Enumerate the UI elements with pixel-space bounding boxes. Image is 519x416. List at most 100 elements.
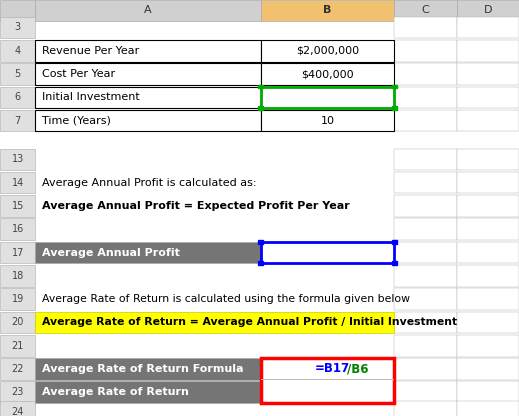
Bar (261, 87, 394, 108)
Bar (0, 265, 35, 287)
Bar (394, 40, 457, 62)
Bar (457, 335, 519, 357)
Bar (394, 265, 457, 287)
Bar (394, 242, 457, 263)
Bar (0, 149, 35, 170)
Text: 16: 16 (11, 224, 24, 234)
Bar (394, 358, 457, 380)
Text: $1,600,000: $1,600,000 (290, 246, 365, 259)
Text: 35.56%: 35.56% (303, 386, 352, 399)
Text: Average Rate of Return = Average Annual Profit / Initial Investment: Average Rate of Return = Average Annual … (42, 317, 457, 327)
Bar (35, 110, 261, 131)
Bar (261, 0, 394, 21)
Bar (0, 381, 35, 403)
Bar (0, 17, 35, 38)
Bar (457, 242, 519, 263)
Bar (0, 110, 35, 131)
Bar (457, 149, 519, 170)
Bar (0, 40, 35, 62)
Text: 10: 10 (321, 116, 334, 126)
Bar (0, 63, 35, 85)
Text: 6: 6 (15, 92, 21, 102)
Bar (0, 312, 35, 333)
Bar (394, 172, 457, 193)
Text: A: A (144, 5, 152, 15)
Text: Time (Years): Time (Years) (42, 116, 111, 126)
Text: Cost Per Year: Cost Per Year (42, 69, 115, 79)
Text: 14: 14 (11, 178, 24, 188)
Text: 7: 7 (15, 116, 21, 126)
Bar (394, 401, 457, 416)
Bar (457, 401, 519, 416)
Text: 23: 23 (11, 387, 24, 397)
Bar (394, 110, 457, 131)
Bar (394, 381, 457, 403)
Bar (394, 288, 457, 310)
Bar (35, 40, 261, 62)
Bar (394, 0, 457, 21)
Text: 3: 3 (15, 22, 21, 32)
Text: D: D (484, 5, 492, 15)
Bar (35, 242, 261, 263)
Text: 15: 15 (11, 201, 24, 211)
Bar (258, 240, 263, 244)
Bar (394, 218, 457, 240)
Bar (261, 379, 394, 380)
Text: 20: 20 (11, 317, 24, 327)
Text: $2,000,000: $2,000,000 (296, 46, 359, 56)
Bar (457, 0, 519, 21)
Bar (457, 63, 519, 85)
Bar (258, 84, 263, 88)
Bar (261, 110, 394, 131)
Bar (35, 87, 261, 108)
Text: 18: 18 (11, 271, 24, 281)
Text: 22: 22 (11, 364, 24, 374)
Bar (35, 63, 261, 85)
Text: Average Annual Profit is calculated as:: Average Annual Profit is calculated as: (42, 178, 256, 188)
Bar (457, 195, 519, 217)
Bar (0, 0, 35, 21)
Bar (261, 87, 394, 108)
Text: Average Rate of Return: Average Rate of Return (42, 387, 188, 397)
Bar (457, 265, 519, 287)
Bar (35, 312, 394, 333)
Bar (261, 63, 394, 85)
Bar (0, 288, 35, 310)
Text: C: C (422, 5, 429, 15)
Bar (392, 106, 397, 110)
Bar (394, 87, 457, 108)
Text: =B17: =B17 (315, 362, 350, 376)
Bar (457, 312, 519, 333)
Bar (258, 262, 263, 265)
Bar (0, 87, 35, 108)
Text: $400,000: $400,000 (301, 69, 354, 79)
Text: /B6: /B6 (347, 362, 368, 376)
Bar (457, 358, 519, 380)
Bar (35, 0, 261, 21)
Text: 19: 19 (11, 294, 24, 304)
Text: 17: 17 (11, 248, 24, 258)
Bar (457, 40, 519, 62)
Bar (0, 335, 35, 357)
Bar (0, 242, 35, 263)
Bar (394, 149, 457, 170)
Bar (0, 172, 35, 193)
Bar (35, 358, 261, 380)
Bar (261, 40, 394, 62)
Bar (258, 106, 263, 110)
Bar (457, 381, 519, 403)
Text: 13: 13 (11, 154, 24, 164)
Text: Average Rate of Return Formula: Average Rate of Return Formula (42, 364, 243, 374)
Bar (0, 401, 35, 416)
Text: Revenue Per Year: Revenue Per Year (42, 46, 139, 56)
Bar (394, 312, 457, 333)
Bar (394, 195, 457, 217)
Bar (0, 195, 35, 217)
Text: Average Annual Profit: Average Annual Profit (42, 248, 180, 258)
Bar (392, 240, 397, 244)
Text: B: B (323, 5, 332, 15)
Text: Average Rate of Return is calculated using the formula given below: Average Rate of Return is calculated usi… (42, 294, 409, 304)
Bar (35, 381, 261, 403)
Bar (392, 262, 397, 265)
Bar (0, 358, 35, 380)
